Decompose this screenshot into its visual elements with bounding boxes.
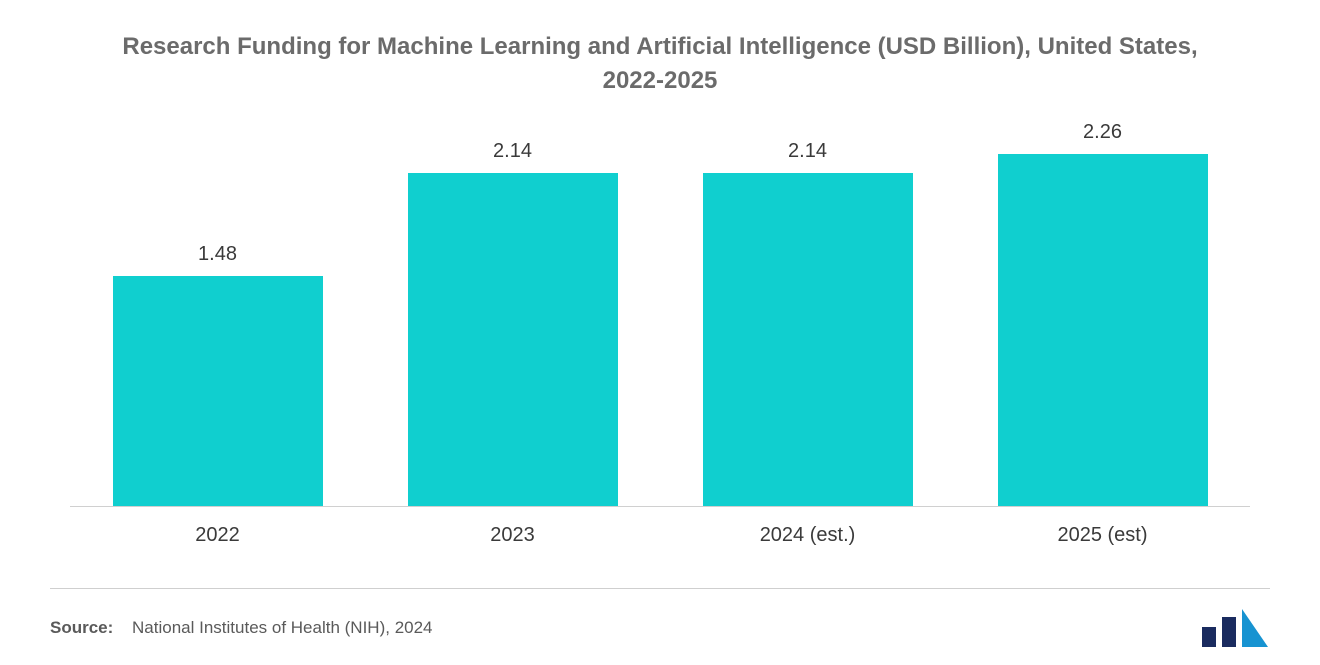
source-line: Source: National Institutes of Health (N… bbox=[50, 618, 433, 638]
x-axis-label: 2024 (est.) bbox=[703, 524, 913, 547]
bar-column: 1.48 bbox=[113, 243, 323, 507]
bar-value-label: 2.14 bbox=[788, 140, 827, 163]
bar bbox=[703, 173, 913, 507]
chart-title: Research Funding for Machine Learning an… bbox=[50, 30, 1270, 97]
x-axis-label: 2022 bbox=[113, 524, 323, 547]
bar-value-label: 2.14 bbox=[493, 140, 532, 163]
bars-row: 1.48 2.14 2.14 2.26 bbox=[70, 117, 1250, 507]
x-axis-label: 2025 (est) bbox=[998, 524, 1208, 547]
x-axis-labels: 2022 2023 2024 (est.) 2025 (est) bbox=[70, 524, 1250, 547]
bar-column: 2.14 bbox=[408, 140, 618, 507]
bar-value-label: 2.26 bbox=[1083, 121, 1122, 144]
brand-logo bbox=[1202, 609, 1270, 647]
source-text: National Institutes of Health (NIH), 202… bbox=[132, 618, 432, 637]
plot-area: 1.48 2.14 2.14 2.26 2022 2023 2024 (est.) 2025… bbox=[50, 117, 1270, 547]
source-label: Source: bbox=[50, 618, 113, 637]
bar bbox=[113, 276, 323, 507]
bar bbox=[408, 173, 618, 507]
bar bbox=[998, 154, 1208, 507]
chart-container: Research Funding for Machine Learning an… bbox=[0, 0, 1320, 665]
bar-column: 2.26 bbox=[998, 121, 1208, 507]
bar-value-label: 1.48 bbox=[198, 243, 237, 266]
x-axis-baseline bbox=[70, 506, 1250, 507]
bar-column: 2.14 bbox=[703, 140, 913, 507]
x-axis-label: 2023 bbox=[408, 524, 618, 547]
footer: Source: National Institutes of Health (N… bbox=[50, 588, 1270, 665]
